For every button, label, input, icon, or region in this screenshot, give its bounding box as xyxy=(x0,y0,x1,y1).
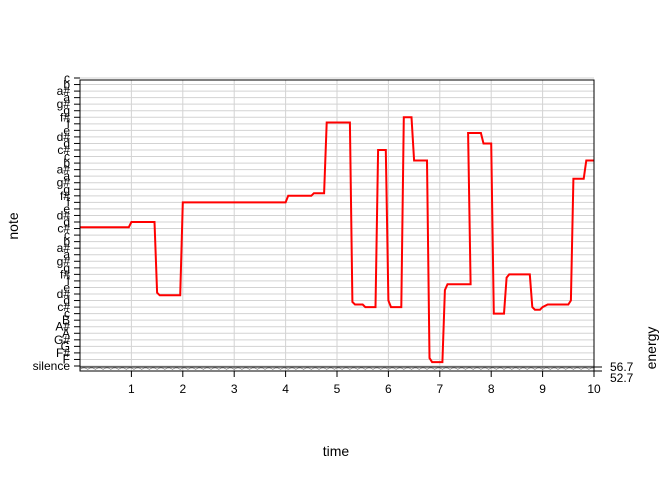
energy-axis-title: energy xyxy=(643,327,659,370)
x-tick-label: 8 xyxy=(488,382,495,396)
y-tick-label: e xyxy=(63,123,70,137)
x-tick-label: 2 xyxy=(179,382,186,396)
y-tick-label: g xyxy=(63,104,70,118)
y-tick-label: c# xyxy=(57,300,70,314)
y-tick-label: G xyxy=(61,339,70,353)
y-tick-label: d xyxy=(63,136,70,150)
y-tick-label: c# xyxy=(57,222,70,236)
y-tick-label: b xyxy=(63,235,70,249)
y-tick-label: g xyxy=(63,261,70,275)
y-tick-label: d# xyxy=(57,208,71,222)
x-tick-label: 6 xyxy=(385,382,392,396)
y-tick-label: a# xyxy=(57,163,71,177)
x-tick-label: 5 xyxy=(334,382,341,396)
y-axis-title: note xyxy=(5,212,21,239)
y-tick-label: c xyxy=(64,71,70,85)
energy-axis: 56.752.7 xyxy=(594,360,634,385)
x-axis-title: time xyxy=(323,443,350,459)
y-tick-label: e xyxy=(63,280,70,294)
energy-tick-label: 56.7 xyxy=(610,360,634,374)
x-axis: 1 2 3 4 5 6 7 8 9 10 xyxy=(128,371,601,396)
y-tick-label: c# xyxy=(57,143,70,157)
y-tick-label: A# xyxy=(55,320,70,334)
y-tick-label: g xyxy=(63,182,70,196)
y-tick-label: a xyxy=(63,169,70,183)
series-layer xyxy=(80,116,594,364)
y-tick-label: f# xyxy=(60,189,70,203)
energy-track xyxy=(79,366,594,370)
x-tick-label: 3 xyxy=(231,382,238,396)
note-series-line xyxy=(80,116,594,364)
x-tick-label: 7 xyxy=(436,382,443,396)
y-tick-label: a# xyxy=(57,84,71,98)
x-tick-label: 1 xyxy=(128,382,135,396)
x-tick-label: 4 xyxy=(282,382,289,396)
x-tick-label: 10 xyxy=(587,382,601,396)
y-tick-label: c xyxy=(64,228,70,242)
y-tick-label: f xyxy=(67,195,71,209)
y-tick-label: A xyxy=(62,326,70,340)
y-tick-label: b xyxy=(63,156,70,170)
y-tick-label: e xyxy=(63,202,70,216)
y-tick-label: F xyxy=(63,352,70,366)
y-tick-label: c xyxy=(64,307,70,321)
y-tick-label: g# xyxy=(57,97,71,111)
grid xyxy=(80,77,595,371)
y-tick-label: B xyxy=(62,313,70,327)
y-tick-label: a# xyxy=(57,241,71,255)
y-tick-label: d xyxy=(63,215,70,229)
y-tick-label: f# xyxy=(60,267,70,281)
y-tick-label: f# xyxy=(60,110,70,124)
y-tick-label: b xyxy=(63,78,70,92)
y-tick-label: a xyxy=(63,248,70,262)
y-tick-label: silence xyxy=(33,359,71,373)
energy-trace xyxy=(79,367,594,370)
y-tick-label: f xyxy=(67,117,71,131)
y-tick-label: a xyxy=(63,91,70,105)
y-axis: silenceFF#GG#AA#Bcc#dd#eff#gg#aa#bcc#dd#… xyxy=(33,71,80,373)
x-tick-label: 9 xyxy=(539,382,546,396)
y-tick-label: g# xyxy=(57,176,71,190)
y-tick-label: f xyxy=(67,274,71,288)
y-tick-label: d# xyxy=(57,287,71,301)
y-tick-label: d xyxy=(63,294,70,308)
energy-tick-label: 52.7 xyxy=(610,371,634,385)
y-tick-label: c xyxy=(64,150,70,164)
y-tick-label: g# xyxy=(57,254,71,268)
y-tick-label: G# xyxy=(54,333,70,347)
y-tick-label: d# xyxy=(57,130,71,144)
y-tick-label: F# xyxy=(56,346,70,360)
